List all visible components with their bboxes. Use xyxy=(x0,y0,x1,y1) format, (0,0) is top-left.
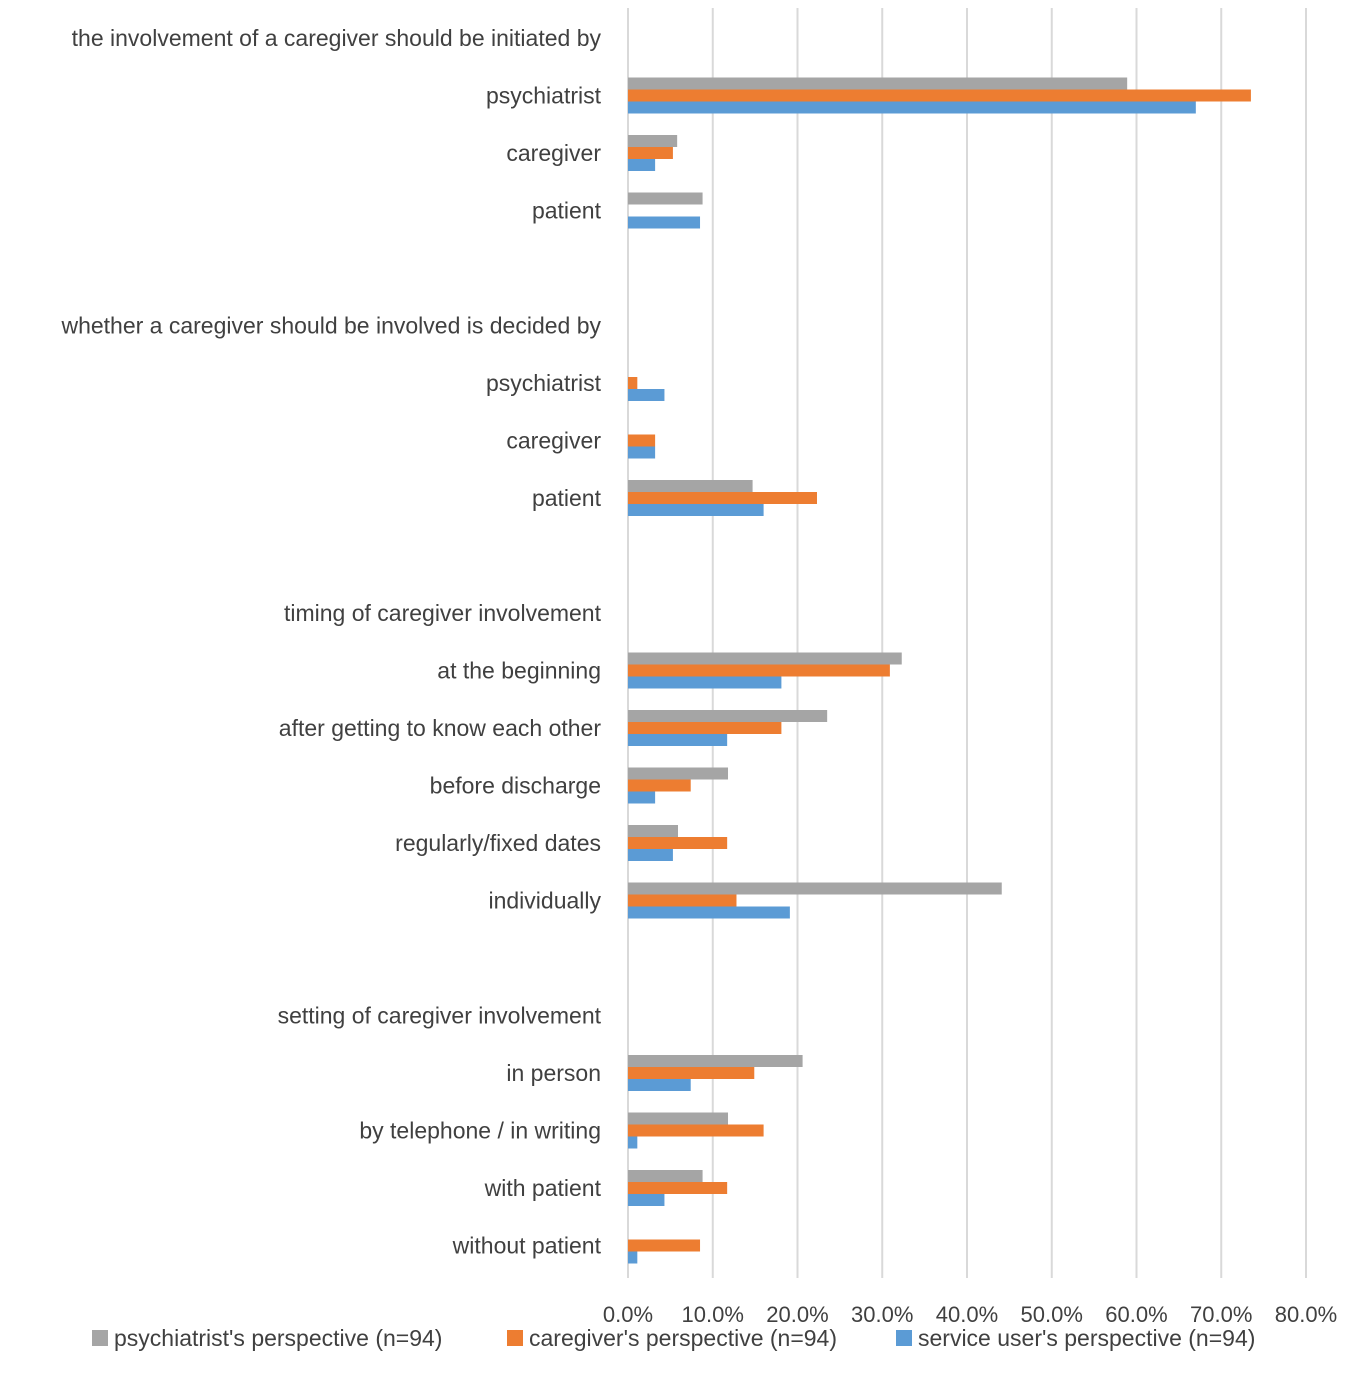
bar xyxy=(628,492,817,504)
bar xyxy=(628,1170,703,1182)
category-label: caregiver xyxy=(506,140,601,166)
bar xyxy=(628,849,673,861)
group-heading: the involvement of a caregiver should be… xyxy=(72,25,602,51)
bar xyxy=(628,906,790,919)
bar xyxy=(628,1112,729,1125)
legend: psychiatrist's perspective (n=94) caregiv… xyxy=(92,1325,1255,1351)
x-tick-label: 0.0% xyxy=(603,1302,653,1327)
bar xyxy=(628,389,665,401)
bar xyxy=(628,216,701,229)
x-tick-label: 70.0% xyxy=(1190,1302,1252,1327)
bar xyxy=(628,1239,701,1252)
category-label: psychiatrist xyxy=(486,83,602,109)
group-heading: timing of caregiver involvement xyxy=(284,600,602,626)
x-tick-label: 60.0% xyxy=(1105,1302,1167,1327)
bar xyxy=(628,1079,691,1091)
bar xyxy=(628,1136,638,1149)
legend-entry: psychiatrist's perspective (n=94) xyxy=(92,1325,442,1351)
bar xyxy=(628,734,728,746)
category-label: regularly/fixed dates xyxy=(395,830,601,856)
bar xyxy=(628,791,656,804)
bar xyxy=(628,1067,755,1079)
category-label: psychiatrist xyxy=(486,370,602,396)
bar xyxy=(628,504,764,516)
bar xyxy=(628,652,902,665)
x-tick-label: 50.0% xyxy=(1021,1302,1083,1327)
category-labels: the involvement of a caregiver should be… xyxy=(60,25,601,1259)
x-tick-label: 80.0% xyxy=(1275,1302,1337,1327)
bar xyxy=(628,664,890,677)
category-label: patient xyxy=(532,485,602,511)
bars xyxy=(628,77,1251,1264)
category-label: without patient xyxy=(452,1233,602,1259)
bar xyxy=(628,480,753,492)
bar xyxy=(628,1182,728,1194)
bar xyxy=(628,676,782,689)
x-tick-label: 30.0% xyxy=(851,1302,913,1327)
bar xyxy=(628,377,638,389)
bar xyxy=(628,825,679,837)
bar xyxy=(628,135,678,147)
legend-swatch xyxy=(92,1330,108,1346)
category-label: after getting to know each other xyxy=(279,715,602,741)
category-label: by telephone / in writing xyxy=(359,1118,601,1144)
category-label: patient xyxy=(532,198,602,224)
legend-entry: service user's perspective (n=94) xyxy=(896,1325,1255,1351)
bar xyxy=(628,446,656,459)
x-tick-label: 40.0% xyxy=(936,1302,998,1327)
bar xyxy=(628,882,1002,895)
legend-swatch xyxy=(896,1330,912,1346)
category-label: before discharge xyxy=(430,773,601,799)
legend-label: service user's perspective (n=94) xyxy=(918,1325,1255,1351)
category-label: with patient xyxy=(484,1175,602,1201)
legend-label: caregiver's perspective (n=94) xyxy=(529,1325,837,1351)
category-label: individually xyxy=(488,888,601,914)
bar xyxy=(628,894,737,907)
x-tick-label: 10.0% xyxy=(682,1302,744,1327)
bar xyxy=(628,89,1251,102)
group-heading: whether a caregiver should be involved i… xyxy=(60,313,601,339)
legend-label: psychiatrist's perspective (n=94) xyxy=(114,1325,442,1351)
bar xyxy=(628,1194,665,1206)
bar xyxy=(628,1055,803,1067)
bar xyxy=(628,837,728,849)
category-label: at the beginning xyxy=(437,658,601,684)
gridlines xyxy=(627,8,1307,1278)
bar xyxy=(628,101,1196,114)
bar xyxy=(628,147,673,159)
bar xyxy=(628,1251,638,1264)
bar xyxy=(628,722,782,734)
x-axis-tick-labels: 0.0% 10.0% 20.0% 30.0% 40.0% 50.0% 60.0% 70.0% 8… xyxy=(603,1302,1337,1327)
bar xyxy=(628,192,703,205)
bar xyxy=(628,767,729,780)
category-label: in person xyxy=(506,1060,601,1086)
bar xyxy=(628,77,1128,90)
x-tick-label: 20.0% xyxy=(766,1302,828,1327)
group-heading: setting of caregiver involvement xyxy=(278,1003,602,1029)
legend-entry: caregiver's perspective (n=94) xyxy=(507,1325,837,1351)
bar xyxy=(628,710,828,722)
bar xyxy=(628,434,656,447)
category-label: caregiver xyxy=(506,428,601,454)
legend-swatch xyxy=(507,1330,523,1346)
bar xyxy=(628,159,656,171)
bar xyxy=(628,779,691,792)
bar xyxy=(628,1124,764,1137)
